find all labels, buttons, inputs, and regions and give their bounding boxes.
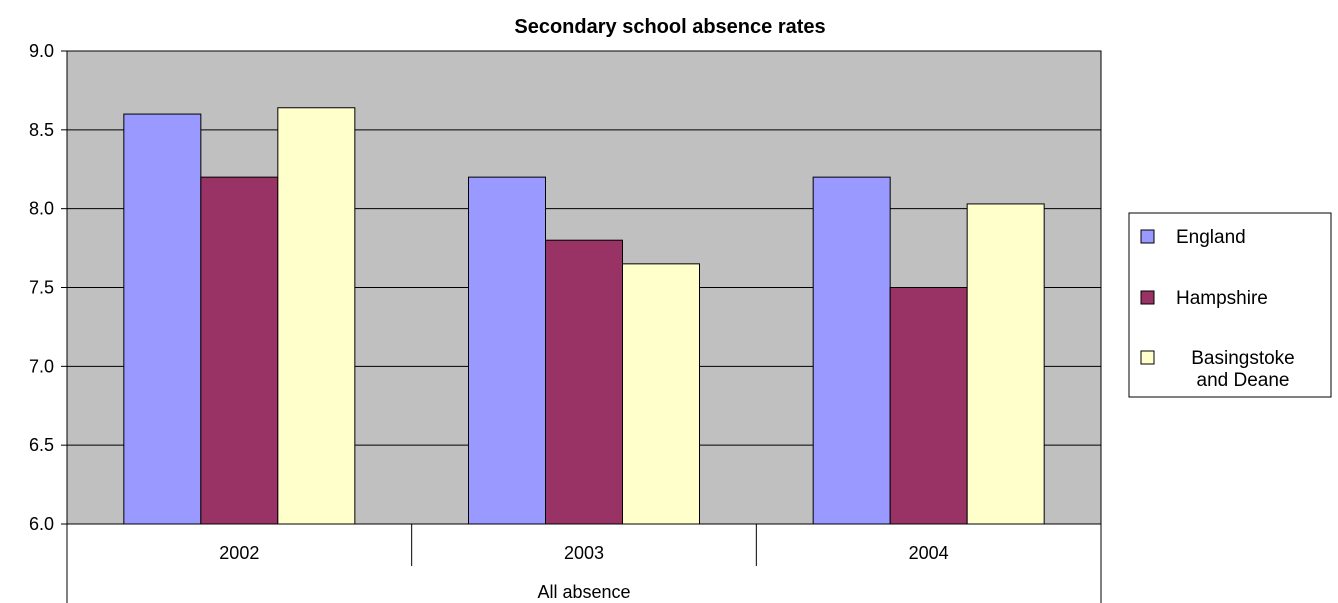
bar-hampshire-2003 [545,239,623,525]
bar-basingstoke-and-deane-2004 [966,203,1045,525]
bar-basingstoke-and-deane-2002 [277,107,356,525]
bar-england-2003 [468,176,546,525]
bar-hampshire-2004 [889,287,968,525]
y-tick-label: 6.0 [29,514,54,534]
y-tick-label: 8.5 [29,120,54,140]
legend-swatch [1140,290,1155,305]
legend-swatch [1140,229,1155,244]
bar-england-2002 [123,113,202,525]
plot-area: 6.0 6.5 7.0 7.5 8.0 8.5 9.0 2002 2003 2004 All abs… [29,41,1102,603]
legend-label: and Deane [1197,370,1290,391]
legend-label: Basingstoke [1191,348,1295,369]
bar-hampshire-2002 [200,176,279,525]
plot-border [66,50,1102,525]
y-tick-label: 7.0 [29,356,54,376]
legend-label: England [1176,227,1246,248]
bar-basingstoke-and-deane-2003 [622,263,700,525]
y-tick-label: 7.5 [29,278,54,298]
legend-label: Hampshire [1176,288,1268,309]
bar-england-2004 [812,176,891,525]
x-tick-label: 2002 [219,543,259,563]
x-group-label: All absence [537,582,630,602]
legend-swatch [1140,350,1155,365]
legend-box [1128,212,1332,398]
x-tick-label: 2004 [909,543,949,563]
x-tick-label: 2003 [564,543,604,563]
y-tick-label: 8.0 [29,199,54,219]
y-tick-label: 9.0 [29,41,54,61]
chart-title: Secondary school absence rates [514,16,825,38]
y-tick-label: 6.5 [29,435,54,455]
